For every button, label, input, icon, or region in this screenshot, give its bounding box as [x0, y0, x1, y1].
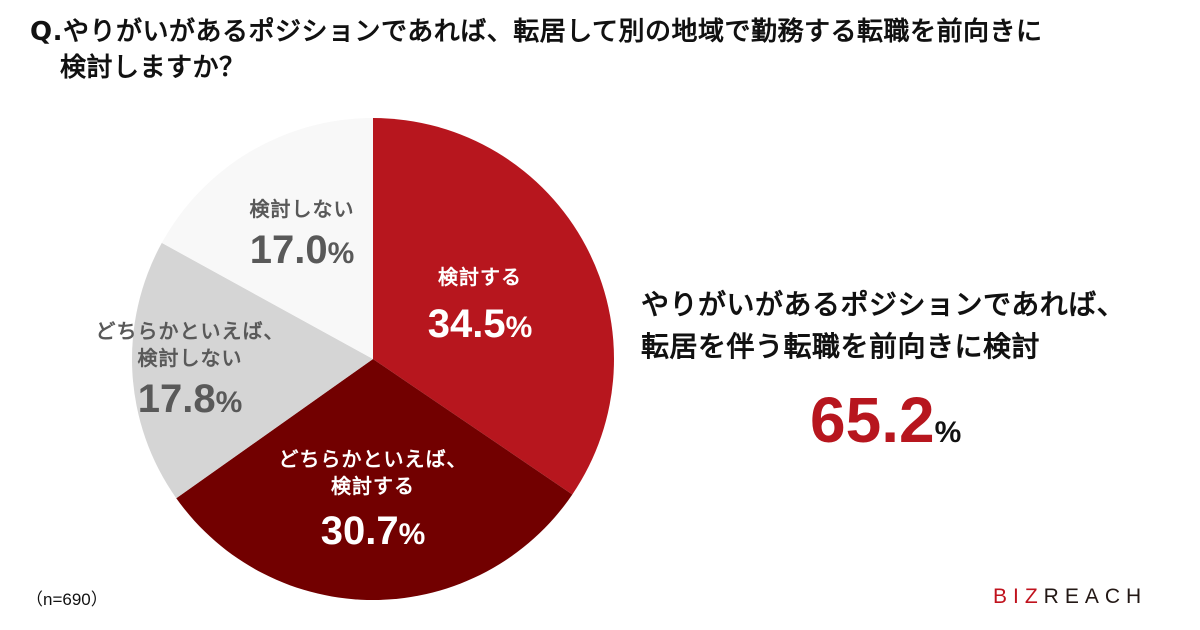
slice-somewhat-consider	[176, 359, 573, 601]
bizreach-logo: BIZREACH	[993, 585, 1148, 608]
slice-not-consider	[161, 118, 373, 359]
slice-consider	[373, 118, 615, 495]
summary-value: 65.2%	[810, 384, 962, 456]
summary-text: やりがいがあるポジションであれば、 転居を伴う転職を前向きに検討	[641, 288, 1126, 363]
chart-title: Q.やりがいがあるポジションであれば、転居して別の地域で勤務する転職を前向きに …	[30, 14, 1190, 86]
title-line-1: Q.やりがいがあるポジションであれば、転居して別の地域で勤務する転職を前向きに	[30, 17, 1043, 47]
title-line-2: 検討しますか？	[60, 53, 246, 83]
slice-label-somewhat-not-consider: どちらかといえば、 検討しない 17.8%	[95, 319, 285, 421]
slice-somewhat-not-consider	[132, 242, 373, 499]
slice-label-consider: 検討する 34.5%	[427, 265, 533, 346]
sample-size-note: （n=690）	[26, 590, 108, 609]
slice-label-not-consider: 検討しない 17.0%	[249, 197, 355, 272]
slice-label-somewhat-consider: どちらかといえば、 検討する 30.7%	[278, 447, 468, 553]
